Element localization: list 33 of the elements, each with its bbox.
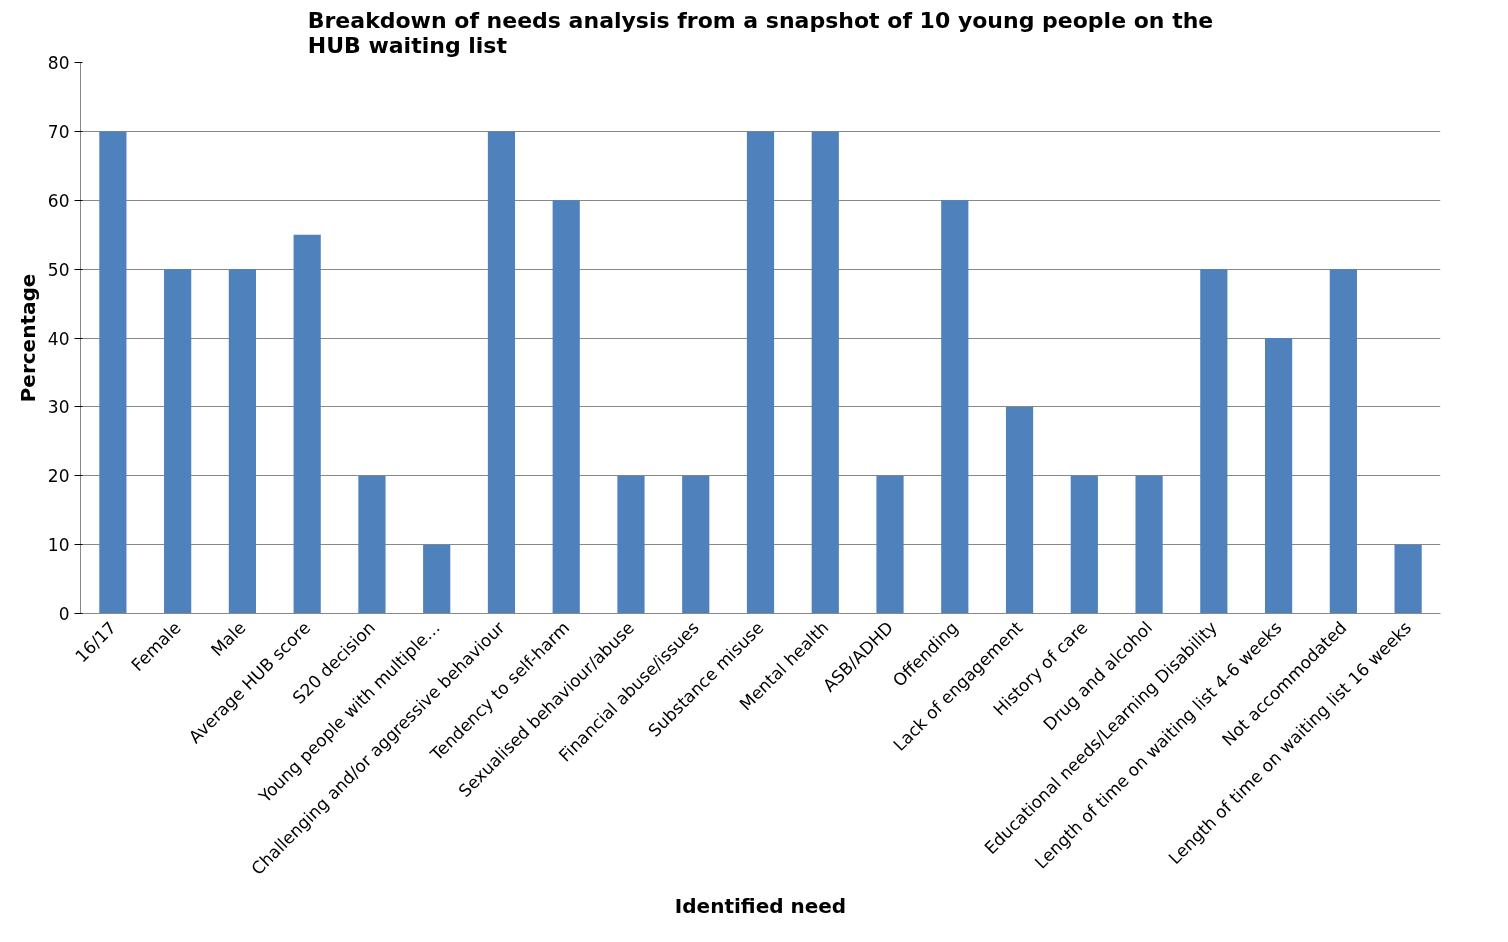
bar bbox=[1005, 406, 1034, 614]
y-tick-label: 30 bbox=[47, 397, 70, 418]
bar bbox=[811, 131, 839, 614]
y-tick-label: 70 bbox=[47, 121, 70, 142]
bar bbox=[423, 544, 451, 614]
bar bbox=[746, 131, 775, 614]
bar bbox=[876, 475, 904, 614]
bar bbox=[552, 200, 580, 614]
y-tick-label: 60 bbox=[47, 190, 70, 211]
y-tick-label: 40 bbox=[47, 328, 70, 349]
bar bbox=[1135, 475, 1163, 614]
bar bbox=[293, 234, 321, 614]
bar bbox=[682, 475, 710, 614]
bar bbox=[941, 200, 969, 614]
bar bbox=[617, 475, 645, 614]
bar bbox=[1070, 475, 1098, 614]
bar bbox=[487, 131, 516, 614]
bar bbox=[228, 269, 256, 614]
chart-title: Breakdown of needs analysis from a snapshot of 10 young people on the HUB waiting list bbox=[307, 7, 1214, 58]
bar bbox=[1394, 544, 1422, 614]
y-tick-label: 50 bbox=[47, 259, 70, 280]
y-tick-label: 80 bbox=[47, 53, 70, 73]
bar bbox=[99, 131, 127, 614]
y-axis-title: Percentage bbox=[15, 273, 40, 403]
y-tick-label: 20 bbox=[47, 466, 70, 487]
bar bbox=[1265, 338, 1293, 614]
bar bbox=[1200, 269, 1228, 614]
bar bbox=[164, 269, 192, 614]
y-tick-label: 10 bbox=[47, 535, 70, 556]
bar bbox=[358, 475, 386, 614]
bar bbox=[1329, 269, 1357, 614]
y-tick-label: 0 bbox=[58, 604, 70, 624]
x-axis-title: Identified need bbox=[674, 893, 847, 918]
